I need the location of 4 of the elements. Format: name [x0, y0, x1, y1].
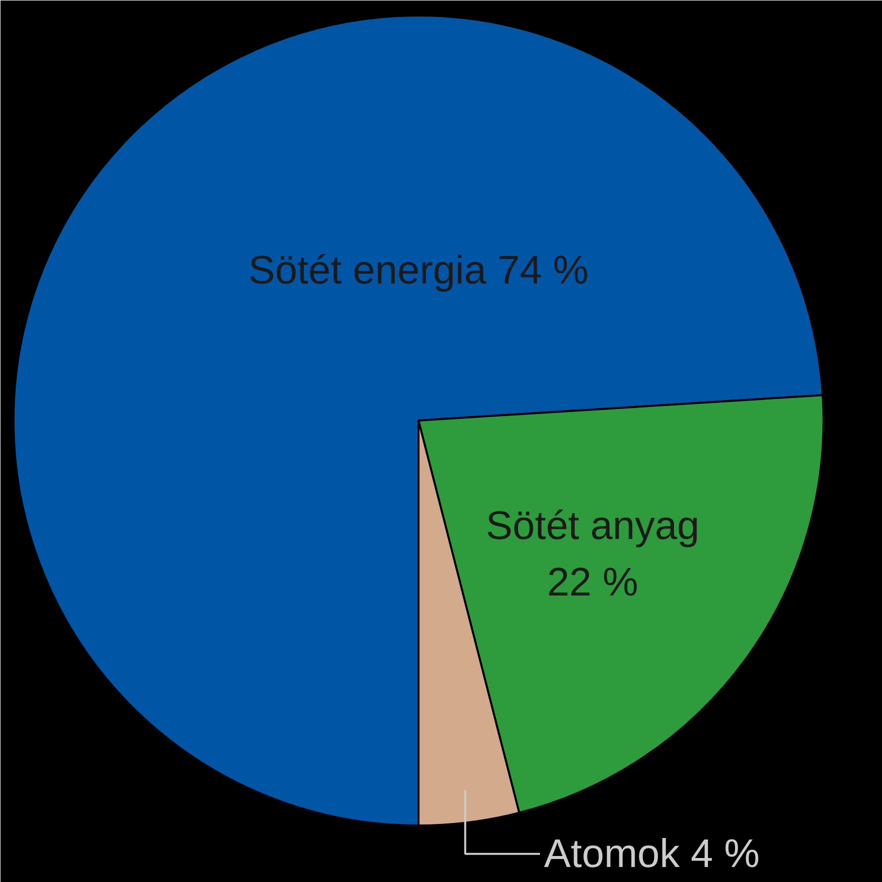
data-label: 22 % — [547, 560, 638, 604]
slice-label: Atomok 4 % — [544, 832, 760, 876]
slice-label: Sötét energia 74 % — [248, 248, 589, 293]
slice-label: Sötét anyag — [486, 504, 700, 548]
